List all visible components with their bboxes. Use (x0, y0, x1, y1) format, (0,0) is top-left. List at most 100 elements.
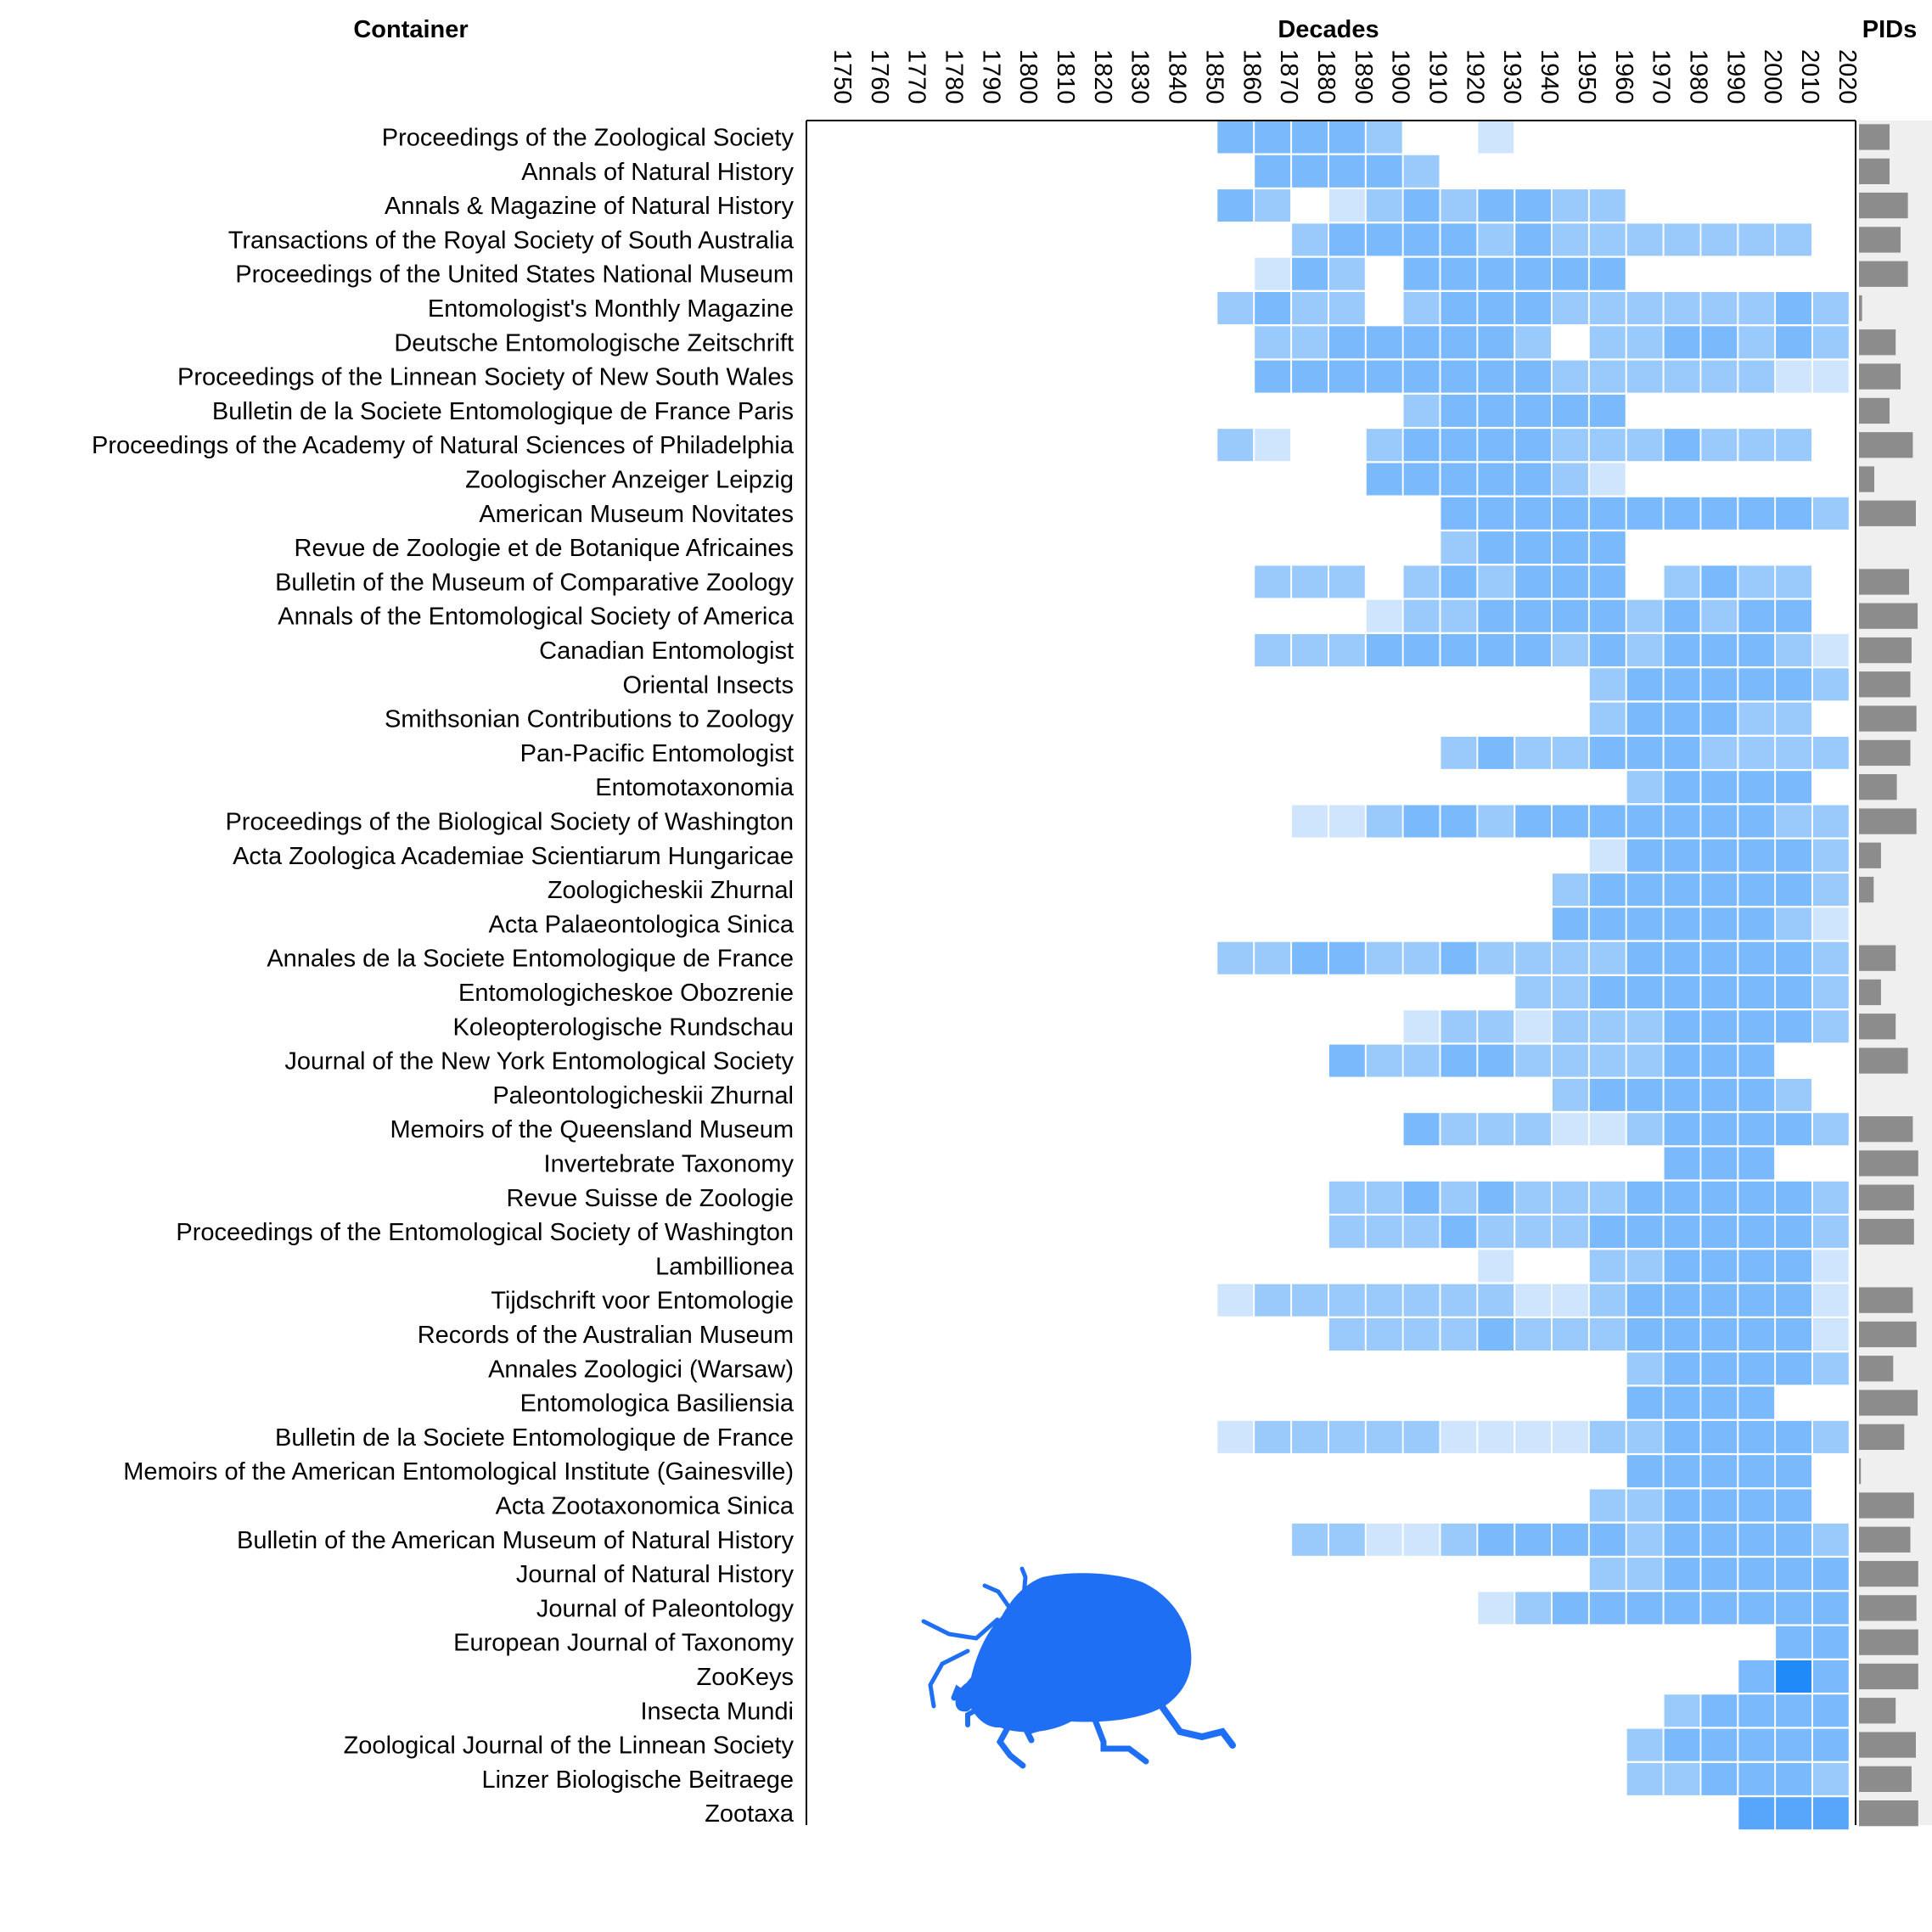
heatmap-cell (1776, 1660, 1811, 1693)
heatmap-cell (1812, 736, 1849, 769)
heatmap-cell (1553, 1113, 1588, 1146)
heatmap-cell (1553, 497, 1588, 530)
heatmap-cell (1366, 189, 1402, 222)
heatmap-cell (1812, 1113, 1849, 1146)
heatmap-cell (1664, 736, 1700, 769)
pids-bar (1859, 603, 1918, 629)
heatmap-row: Zootaxa (705, 1797, 1918, 1830)
heatmap-cell (1553, 189, 1588, 222)
heatmap-cell (1328, 292, 1365, 324)
heatmap-cell (1553, 1216, 1588, 1249)
heatmap-cell (1366, 1181, 1402, 1214)
heatmap-cell (1515, 189, 1552, 222)
heatmap-cell (1664, 326, 1700, 359)
pids-bar (1859, 842, 1881, 868)
heatmap-cell (1776, 1523, 1811, 1556)
heatmap-cell (1812, 634, 1849, 666)
heatmap-cell (1812, 326, 1849, 359)
heatmap-cell (1217, 1420, 1254, 1453)
container-label: Proceedings of the Biological Society of… (225, 809, 794, 836)
heatmap-cell (1776, 429, 1811, 462)
container-label: Koleopterologische Rundschau (453, 1014, 794, 1041)
pids-bar (1859, 500, 1916, 526)
heatmap-cell (1589, 1181, 1626, 1214)
heatmap-cell (1812, 1728, 1849, 1761)
heatmap-cell (1626, 907, 1663, 941)
heatmap-row: Annales de la Societe Entomologique de F… (267, 941, 1896, 974)
heatmap-cell (1626, 1489, 1663, 1522)
container-label: Journal of the New York Entomological So… (284, 1048, 794, 1076)
heatmap-cell (1701, 1010, 1738, 1043)
heatmap-cell (1553, 463, 1588, 496)
heatmap-cell (1328, 223, 1365, 256)
container-label: Bulletin de la Societe Entomologique de … (275, 1424, 794, 1452)
heatmap-cell (1664, 599, 1700, 632)
heatmap-cell (1664, 907, 1700, 941)
heatmap-cell (1664, 1147, 1700, 1180)
heatmap-cell (1441, 941, 1477, 974)
heatmap-cell (1589, 634, 1626, 666)
heatmap-cell (1441, 360, 1477, 393)
heatmap-cell (1738, 429, 1775, 462)
pids-bar (1859, 192, 1908, 219)
heatmap-cell (1515, 1044, 1552, 1077)
heatmap-row: Bulletin of the Museum of Comparative Zo… (275, 565, 1909, 598)
heatmap-cell (1478, 429, 1514, 462)
heatmap-cell (1626, 1558, 1663, 1591)
heatmap-cell (1441, 1044, 1477, 1077)
heatmap-cell (1812, 976, 1849, 1008)
heatmap-cell (1626, 839, 1663, 872)
heatmap-cell (1701, 1044, 1738, 1077)
heatmap-cell (1626, 1181, 1663, 1214)
decade-tick-label: 1950 (1573, 49, 1600, 104)
heatmap-cell (1738, 360, 1775, 393)
heatmap-cell (1738, 873, 1775, 907)
heatmap-cell (1776, 1797, 1811, 1830)
heatmap-cell (1776, 634, 1811, 666)
heatmap-cell (1553, 599, 1588, 632)
heatmap-cell (1738, 805, 1775, 838)
heatmap-cell (1366, 634, 1402, 666)
heatmap-cell (1403, 1216, 1440, 1249)
heatmap-cell (1478, 326, 1514, 359)
heatmap-cell (1626, 1250, 1663, 1283)
heatmap-cell (1701, 326, 1738, 359)
heatmap-row: Acta Palaeontologica Sinica (488, 907, 1849, 941)
heatmap-cell (1515, 463, 1552, 496)
heatmap-cell (1738, 1386, 1775, 1419)
heatmap-cell (1812, 1694, 1849, 1727)
decade-tick-label: 1790 (977, 49, 1004, 104)
heatmap-cell (1515, 976, 1552, 1008)
heatmap-cell (1626, 976, 1663, 1008)
heatmap-cell (1217, 292, 1254, 324)
heatmap-cell (1478, 1181, 1514, 1214)
heatmap-cell (1626, 1216, 1663, 1249)
decade-tick-label: 1880 (1312, 49, 1339, 104)
decade-tick-label: 1970 (1648, 49, 1675, 104)
heatmap-cell (1515, 634, 1552, 666)
heatmap-cell (1701, 565, 1738, 598)
heatmap-cell (1776, 1113, 1811, 1146)
heatmap-cell (1701, 702, 1738, 735)
heatmap-cell (1701, 1592, 1738, 1625)
heatmap-cell (1812, 668, 1849, 701)
heatmap-cell (1812, 1216, 1849, 1249)
heatmap-cell (1478, 736, 1514, 769)
heatmap-cell (1553, 1523, 1588, 1556)
decade-tick-label: 1900 (1387, 49, 1414, 104)
heatmap-cell (1441, 326, 1477, 359)
heatmap-cell (1589, 565, 1626, 598)
decade-tick-label: 1770 (903, 49, 930, 104)
heatmap-cell (1701, 1523, 1738, 1556)
heatmap-cell (1776, 497, 1811, 530)
decade-tick-label: 1800 (1014, 49, 1042, 104)
heatmap-cell (1515, 326, 1552, 359)
heatmap-cell (1738, 1044, 1775, 1077)
pids-bar (1859, 979, 1881, 1006)
heatmap-cell (1776, 736, 1811, 769)
heatmap-cell (1478, 1318, 1514, 1351)
heatmap-cell (1589, 326, 1626, 359)
pids-bar (1859, 1698, 1896, 1724)
pids-bar (1859, 705, 1917, 732)
heatmap-cell (1776, 873, 1811, 907)
